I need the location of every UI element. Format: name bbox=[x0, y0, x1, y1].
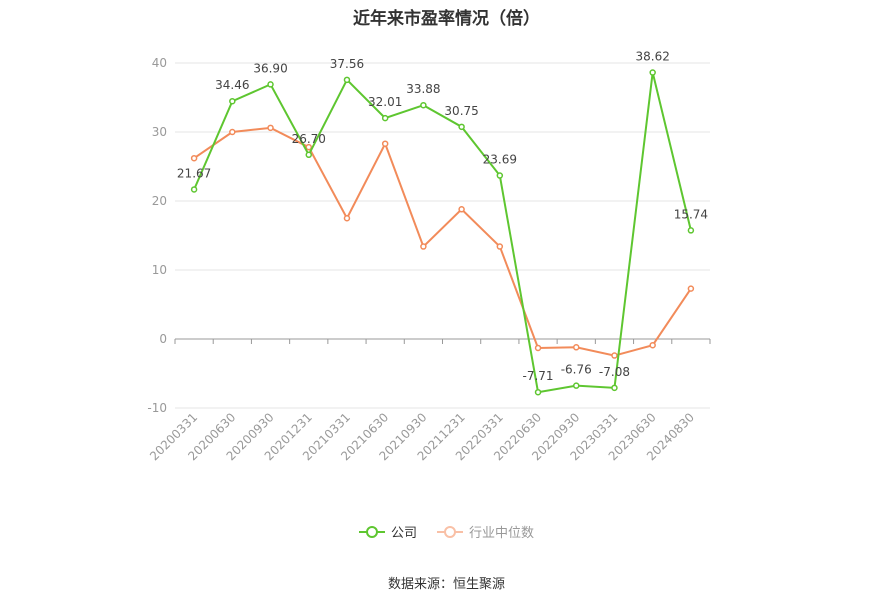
data-label: -7.08 bbox=[599, 365, 630, 379]
data-point-1 bbox=[420, 243, 427, 250]
data-label: 15.74 bbox=[674, 207, 708, 221]
data-point-1 bbox=[458, 206, 465, 213]
legend-item-company[interactable]: 公司 bbox=[358, 522, 417, 541]
data-point-1 bbox=[190, 154, 198, 162]
legend-industry-label: 行业中位数 bbox=[469, 526, 535, 541]
y-tick-label: -10 bbox=[147, 401, 167, 415]
y-tick-label: 20 bbox=[152, 194, 167, 208]
data-point-1 bbox=[687, 285, 695, 292]
data-point-0 bbox=[229, 97, 236, 105]
data-point-1 bbox=[229, 128, 236, 136]
data-point-0 bbox=[267, 81, 274, 88]
data-labels: 21.67 34.46 36.90 26.70 37.56 32.01 33.88 30.75… bbox=[177, 50, 708, 384]
data-label: 37.56 bbox=[330, 57, 364, 71]
data-point-0 bbox=[687, 227, 695, 234]
data-source: 数据来源：恒生聚源 bbox=[387, 577, 505, 592]
legend-company-label: 公司 bbox=[390, 526, 417, 541]
data-label: 26.70 bbox=[292, 132, 326, 146]
data-point-1 bbox=[534, 344, 542, 352]
data-label: 34.46 bbox=[215, 78, 249, 92]
data-label: 23.69 bbox=[483, 153, 517, 167]
y-tick-label: 40 bbox=[152, 56, 167, 70]
chart-title: 近年来市盈率情况（倍） bbox=[353, 9, 540, 29]
data-point-0 bbox=[190, 186, 198, 193]
data-label: -6.76 bbox=[561, 363, 592, 377]
data-point-0 bbox=[343, 76, 351, 84]
data-label: 30.75 bbox=[444, 104, 478, 118]
y-tick-label: 10 bbox=[152, 263, 167, 277]
data-point-1 bbox=[611, 352, 618, 359]
data-label: 33.88 bbox=[406, 82, 440, 96]
data-point-1 bbox=[381, 140, 389, 147]
data-label: -7.71 bbox=[523, 369, 554, 383]
series-layer bbox=[190, 69, 695, 396]
data-point-1 bbox=[496, 243, 504, 250]
data-point-1 bbox=[267, 124, 274, 132]
data-point-0 bbox=[496, 172, 504, 179]
data-point-0 bbox=[458, 123, 465, 131]
data-point-0 bbox=[534, 388, 542, 396]
data-label: 38.62 bbox=[635, 50, 669, 64]
y-tick-label: 30 bbox=[152, 125, 167, 139]
legend-industry-marker bbox=[437, 525, 463, 538]
axes: -100102030402020033120200630202009302020… bbox=[147, 56, 711, 463]
data-point-0 bbox=[649, 69, 656, 76]
y-tick-label: 0 bbox=[159, 332, 167, 346]
data-point-1 bbox=[649, 341, 656, 349]
data-label: 36.90 bbox=[253, 61, 287, 75]
data-point-0 bbox=[305, 151, 312, 159]
legend: 公司 行业中位数 bbox=[0, 522, 893, 541]
data-point-0 bbox=[381, 114, 389, 122]
legend-company-marker bbox=[358, 525, 385, 538]
series-line-0 bbox=[193, 72, 692, 394]
data-label: 21.67 bbox=[177, 166, 211, 180]
data-point-1 bbox=[573, 344, 580, 351]
data-point-0 bbox=[420, 101, 427, 109]
data-point-1 bbox=[305, 143, 312, 151]
legend-item-industry[interactable]: 行业中位数 bbox=[437, 522, 534, 541]
series-line-1 bbox=[193, 126, 692, 357]
data-point-0 bbox=[611, 384, 618, 392]
data-point-0 bbox=[573, 382, 580, 389]
data-point-1 bbox=[343, 215, 351, 222]
grid-lines bbox=[175, 62, 710, 409]
data-label: 32.01 bbox=[368, 95, 402, 109]
